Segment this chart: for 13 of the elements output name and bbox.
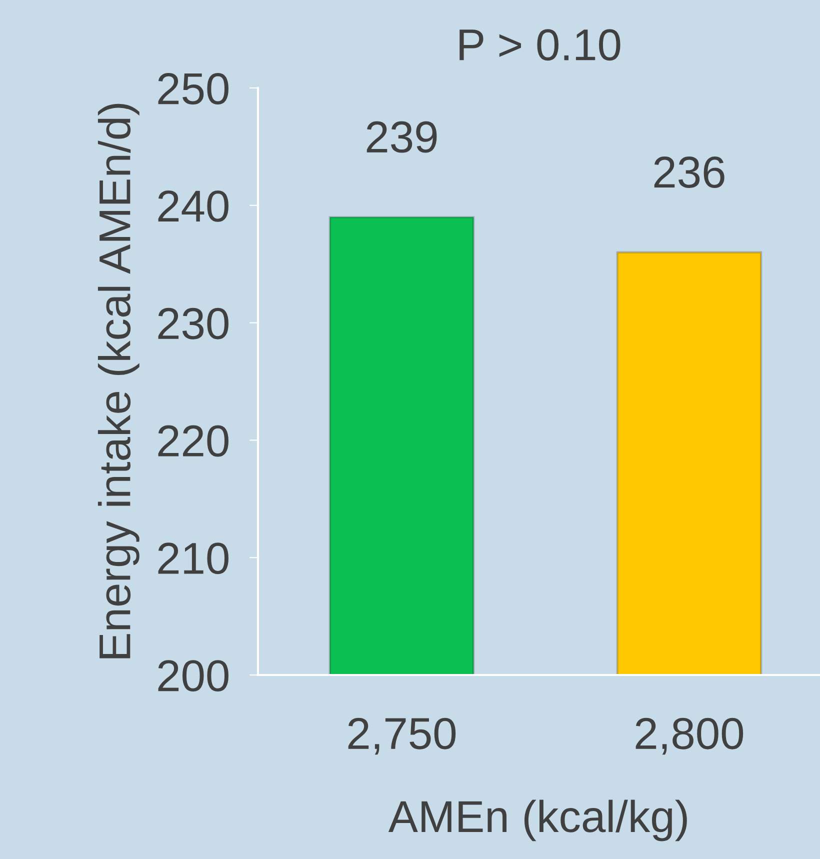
y-tick-label: 250 — [158, 73, 228, 105]
y-tick-label: 220 — [158, 425, 228, 457]
data-label: 236 — [654, 156, 724, 188]
data-label: 239 — [366, 121, 437, 153]
y-tick-label: 230 — [158, 308, 228, 340]
y-tick-label: 240 — [158, 190, 228, 222]
x-axis-title: AMEn (kcal/kg) — [388, 800, 687, 842]
x-tick-label: 2,750 — [348, 718, 456, 755]
y-tick-label: 210 — [158, 542, 228, 574]
y-axis-title: Energy intake (kcal AMEn/d) — [98, 104, 140, 658]
y-tick-label: 200 — [158, 660, 228, 692]
x-tick-label: 2,800 — [636, 718, 744, 755]
chart-title: P > 0.10 — [460, 29, 620, 61]
